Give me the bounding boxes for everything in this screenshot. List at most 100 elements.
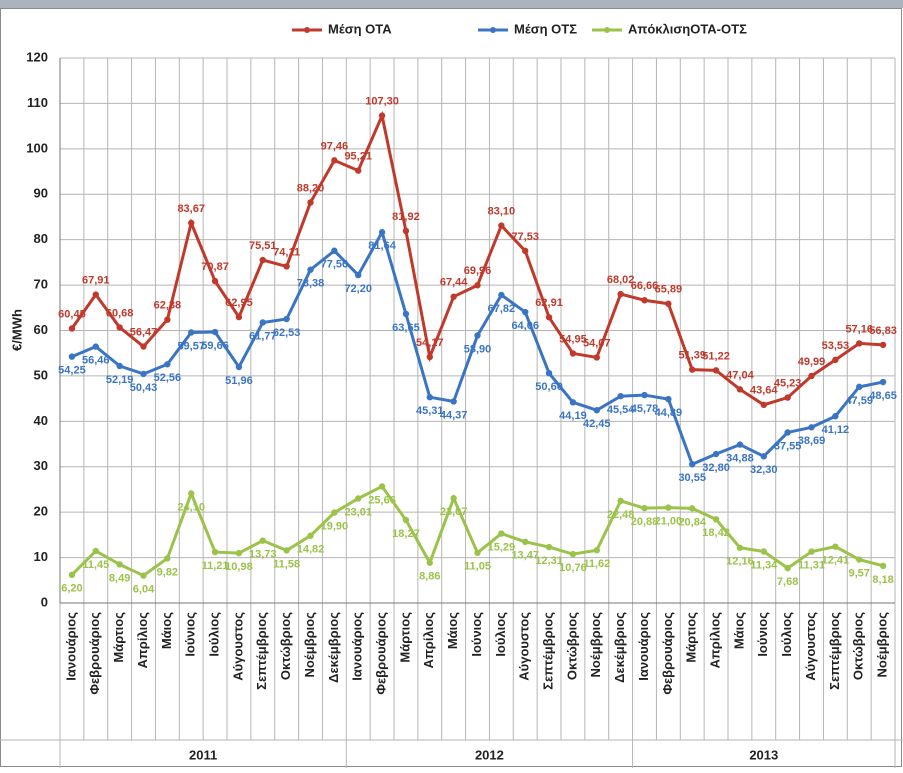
- data-label: 54,17: [416, 337, 444, 349]
- x-tick-label: Οκτώβριος: [564, 612, 579, 680]
- data-point: [522, 538, 529, 546]
- data-point: [331, 509, 338, 516]
- data-label: 53,53: [822, 340, 850, 352]
- x-tick-label: Νοέμβριος: [588, 612, 603, 678]
- data-point: [140, 370, 147, 378]
- data-point: [784, 394, 791, 401]
- x-tick-label: Οκτώβριος: [851, 612, 866, 680]
- x-tick-label: Ιούνιος: [755, 612, 770, 657]
- y-axis-title: €/MWh: [9, 309, 24, 351]
- data-point: [92, 343, 99, 350]
- data-label: 63,65: [392, 322, 420, 334]
- data-point: [188, 329, 195, 336]
- data-label: 9,57: [849, 567, 870, 579]
- data-point: [307, 266, 314, 273]
- data-label: 54,07: [583, 337, 611, 349]
- data-label: 59,57: [177, 340, 205, 352]
- data-point: [402, 227, 410, 235]
- data-point: [545, 543, 553, 551]
- data-label: 83,67: [177, 203, 205, 215]
- data-point: [235, 549, 243, 557]
- data-label: 13,47: [511, 550, 539, 562]
- data-label: 6,20: [61, 583, 82, 595]
- data-point: [712, 367, 720, 374]
- data-point: [832, 356, 839, 364]
- x-tick-label: Δεκέμβριος: [326, 612, 341, 683]
- data-label: 45,78: [631, 403, 659, 415]
- data-label: 67,82: [488, 303, 516, 315]
- data-label: 20,88: [631, 516, 659, 528]
- data-point: [68, 325, 76, 332]
- data-point: [164, 316, 171, 323]
- data-label: 77,53: [511, 231, 539, 243]
- data-label: 65,89: [655, 284, 683, 296]
- data-label: 44,89: [655, 407, 683, 419]
- data-label: 25,66: [368, 494, 396, 506]
- x-tick-label: Φεβρουάριος: [374, 612, 389, 695]
- data-label: 32,30: [750, 464, 778, 476]
- data-label: 43,64: [750, 385, 778, 397]
- x-tick-label: Μάρτιος: [111, 612, 126, 663]
- data-point: [259, 256, 266, 264]
- x-tick-label: Ιούνιος: [183, 612, 198, 657]
- data-point: [569, 399, 577, 406]
- y-tick-label: 30: [34, 458, 48, 473]
- y-tick-label: 50: [34, 367, 48, 382]
- data-point: [641, 391, 648, 399]
- y-tick-label: 70: [34, 277, 48, 292]
- x-tick-label: Δεκέμβριος: [612, 612, 627, 683]
- data-label: 8,49: [109, 572, 130, 584]
- data-label: 30,55: [678, 472, 706, 484]
- data-label: 97,46: [321, 140, 349, 152]
- group-label: 2011: [189, 747, 217, 762]
- data-label: 11,58: [273, 558, 300, 570]
- data-point: [140, 572, 147, 579]
- data-label: 95,21: [344, 150, 372, 162]
- data-point: [641, 504, 648, 512]
- data-label: 10,98: [225, 561, 253, 573]
- data-point: [116, 324, 123, 331]
- data-point: [545, 314, 553, 321]
- data-point: [283, 315, 290, 323]
- x-tick-label: Απρίλιος: [421, 612, 436, 669]
- data-label: 9,82: [157, 566, 178, 578]
- data-label: 8,86: [419, 571, 440, 583]
- data-label: 12,16: [726, 556, 754, 568]
- data-point: [784, 564, 791, 572]
- data-label: 81,92: [392, 211, 420, 223]
- data-point: [665, 504, 672, 511]
- data-label: 60,68: [106, 307, 134, 319]
- data-label: 73,38: [297, 278, 325, 290]
- data-point: [164, 361, 171, 368]
- data-point: [116, 362, 123, 370]
- x-tick-label: Μάιος: [731, 612, 746, 649]
- y-tick-label: 40: [34, 413, 48, 428]
- data-label: 45,23: [774, 377, 802, 389]
- legend-marker: [604, 27, 610, 33]
- data-label: 57,16: [845, 323, 873, 335]
- data-label: 20,84: [678, 516, 706, 528]
- x-tick-label: Νοέμβριος: [302, 612, 317, 678]
- x-tick-label: Απρίλιος: [135, 612, 150, 669]
- data-point: [617, 497, 624, 505]
- x-tick-label: Απρίλιος: [708, 612, 723, 669]
- data-label: 51,39: [678, 350, 706, 362]
- data-point: [426, 559, 433, 566]
- data-point: [808, 424, 815, 431]
- data-point: [665, 300, 672, 307]
- data-label: 70,87: [201, 261, 229, 273]
- data-point: [832, 543, 839, 550]
- data-label: 64,06: [511, 320, 539, 332]
- data-label: 11,45: [82, 559, 109, 571]
- x-tick-label: Ιούλιος: [207, 612, 222, 657]
- data-point: [450, 293, 457, 300]
- data-label: 37,55: [774, 440, 802, 452]
- data-label: 56,47: [130, 326, 158, 338]
- data-point: [355, 271, 362, 279]
- data-label: 21,00: [655, 516, 683, 528]
- data-label: 48,65: [869, 390, 897, 402]
- data-label: 11,31: [798, 560, 825, 572]
- data-label: 56,46: [82, 354, 110, 366]
- data-point: [617, 290, 624, 298]
